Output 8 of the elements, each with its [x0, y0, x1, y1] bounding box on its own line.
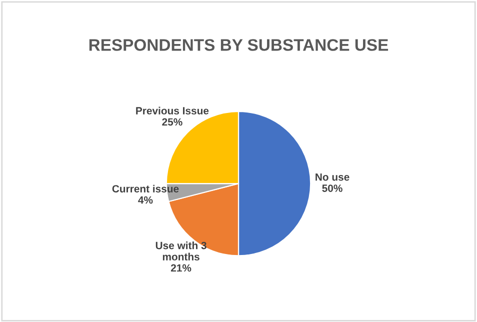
data-label: 25% [162, 118, 182, 126]
data-label: 21% [170, 264, 192, 272]
slice-label: Previous Issue [136, 106, 209, 114]
data-label: 50% [322, 184, 342, 192]
data-label: 4% [138, 196, 153, 204]
slice-label: No use [316, 173, 350, 181]
slice-label: Current issue [112, 184, 179, 192]
chart-title: RESPONDENTS BY SUBSTANCE USE [89, 39, 388, 51]
